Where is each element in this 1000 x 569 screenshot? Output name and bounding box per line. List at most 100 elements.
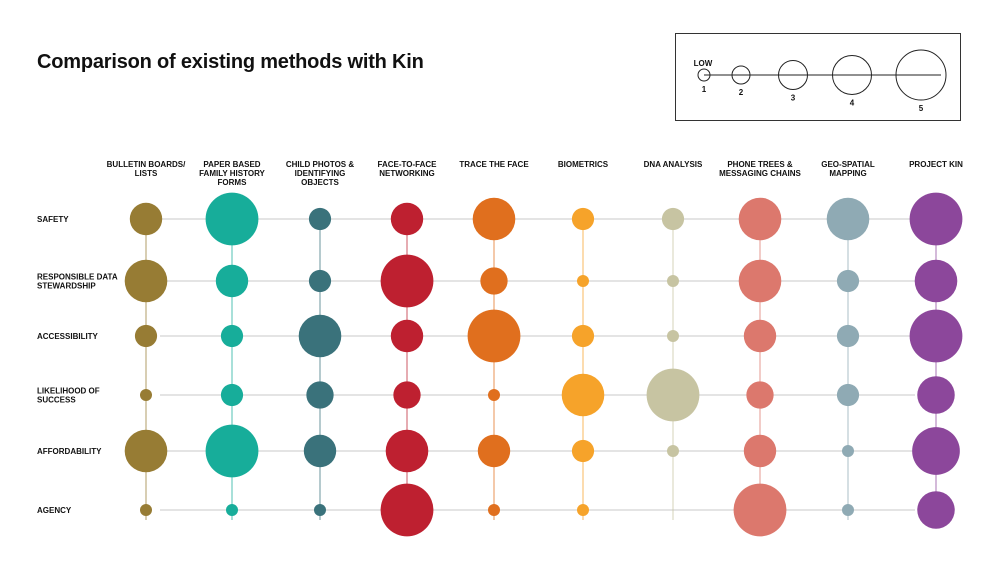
bubble-r4-c4: [393, 381, 421, 409]
row-label-6: AGENCY: [37, 506, 72, 515]
legend-level-label-1: 1: [702, 85, 707, 94]
legend-level-label-2: 2: [739, 88, 744, 97]
bubble-r2-c9: [836, 269, 860, 293]
bubble-r6-c10: [917, 491, 955, 529]
bubble-r1-c4: [390, 202, 424, 236]
bubble-r1-c1: [129, 202, 163, 236]
column-header-line: OBJECTS: [301, 178, 339, 187]
bubble-r3-c3: [298, 314, 342, 358]
bubble-r1-c5: [472, 197, 516, 241]
bubble-r2-c6: [577, 275, 589, 287]
row-label-line: RESPONSIBLE DATA: [37, 273, 118, 282]
bubble-r4-c7: [646, 368, 700, 422]
bubble-r5-c2: [205, 424, 259, 478]
column-header-line: IDENTIFYING: [295, 169, 346, 178]
page-title: Comparison of existing methods with Kin: [37, 51, 424, 73]
bubble-r6-c6: [577, 504, 589, 516]
row-label-3: ACCESSIBILITY: [37, 332, 99, 341]
bubble-r6-c1: [140, 504, 152, 516]
legend-level-label-5: 5: [919, 104, 924, 113]
column-header-8: PHONE TREES &MESSAGING CHAINS: [719, 160, 801, 178]
legend-circle-3: [778, 60, 808, 90]
bubble-r3-c4: [390, 319, 424, 353]
column-header-line: GEO-SPATIAL: [821, 160, 875, 169]
bubble-r3-c10: [909, 309, 963, 363]
bubble-r4-c8: [746, 381, 774, 409]
column-header-line: BULLETIN BOARDS/: [107, 160, 186, 169]
legend-circle-4: [832, 55, 872, 95]
bubble-r5-c5: [477, 434, 511, 468]
column-header-line: FAMILY HISTORY: [199, 169, 265, 178]
column-header-line: BIOMETRICS: [558, 160, 609, 169]
column-header-5: TRACE THE FACE: [459, 160, 529, 169]
bubble-r3-c8: [743, 319, 777, 353]
row-label-line: LIKELIHOOD OF: [37, 387, 100, 396]
bubble-r6-c4: [380, 483, 434, 537]
bubble-r5-c6: [571, 439, 595, 463]
row-label-line: AFFORDABILITY: [37, 447, 102, 456]
grid-lines: [145, 218, 937, 520]
column-header-6: BIOMETRICS: [558, 160, 609, 169]
row-label-line: ACCESSIBILITY: [37, 332, 99, 341]
bubble-r6-c9: [842, 504, 854, 516]
bubble-r1-c6: [571, 207, 595, 231]
column-header-line: NETWORKING: [379, 169, 435, 178]
column-header-line: TRACE THE FACE: [459, 160, 529, 169]
legend-circle-2: [731, 65, 751, 85]
row-label-line: AGENCY: [37, 506, 72, 515]
row-label-line: STEWARDSHIP: [37, 282, 96, 291]
column-header-line: CHILD PHOTOS &: [286, 160, 355, 169]
bubble-r3-c5: [467, 309, 521, 363]
bubble-r3-c2: [220, 324, 244, 348]
bubble-r2-c1: [124, 259, 168, 303]
row-label-line: SAFETY: [37, 215, 69, 224]
column-header-line: MESSAGING CHAINS: [719, 169, 801, 178]
legend: 1 2 3 4 5 LOW: [675, 33, 961, 121]
column-header-line: PHONE TREES &: [727, 160, 793, 169]
bubble-r4-c9: [836, 383, 860, 407]
bubble-r1-c7: [661, 207, 685, 231]
bubble-r4-c3: [306, 381, 334, 409]
column-header-line: FACE-TO-FACE: [378, 160, 438, 169]
bubble-r5-c7: [667, 445, 679, 457]
column-header-line: PAPER BASED: [203, 160, 260, 169]
bubble-r3-c6: [571, 324, 595, 348]
column-header-line: MAPPING: [829, 169, 866, 178]
bubble-r2-c3: [308, 269, 332, 293]
bubble-r4-c10: [917, 376, 955, 414]
row-label-5: AFFORDABILITY: [37, 447, 102, 456]
legend-circle-1: [697, 68, 711, 82]
legend-box: [675, 33, 961, 121]
bubble-r2-c8: [738, 259, 782, 303]
column-header-10: PROJECT KIN: [909, 160, 963, 169]
bubble-r3-c7: [667, 330, 679, 342]
bubble-r5-c4: [385, 429, 429, 473]
bubble-r3-c9: [836, 324, 860, 348]
bubble-r1-c2: [205, 192, 259, 246]
column-header-1: BULLETIN BOARDS/LISTS: [107, 160, 186, 178]
bubble-r4-c5: [488, 389, 500, 401]
bubble-r1-c9: [826, 197, 870, 241]
bubble-r2-c4: [380, 254, 434, 308]
bubble-r6-c5: [488, 504, 500, 516]
bubble-r5-c8: [743, 434, 777, 468]
column-header-line: DNA ANALYSIS: [644, 160, 703, 169]
bubble-r6-c3: [314, 504, 326, 516]
column-header-line: PROJECT KIN: [909, 160, 963, 169]
bubble-r4-c2: [220, 383, 244, 407]
bubble-r4-c6: [561, 373, 605, 417]
bubble-r3-c1: [134, 324, 158, 348]
bubble-r2-c10: [914, 259, 958, 303]
column-header-7: DNA ANALYSIS: [644, 160, 703, 169]
column-header-line: LISTS: [135, 169, 158, 178]
bubble-r6-c2: [226, 504, 238, 516]
bubble-r2-c2: [215, 264, 249, 298]
legend-level-label-4: 4: [850, 99, 855, 108]
